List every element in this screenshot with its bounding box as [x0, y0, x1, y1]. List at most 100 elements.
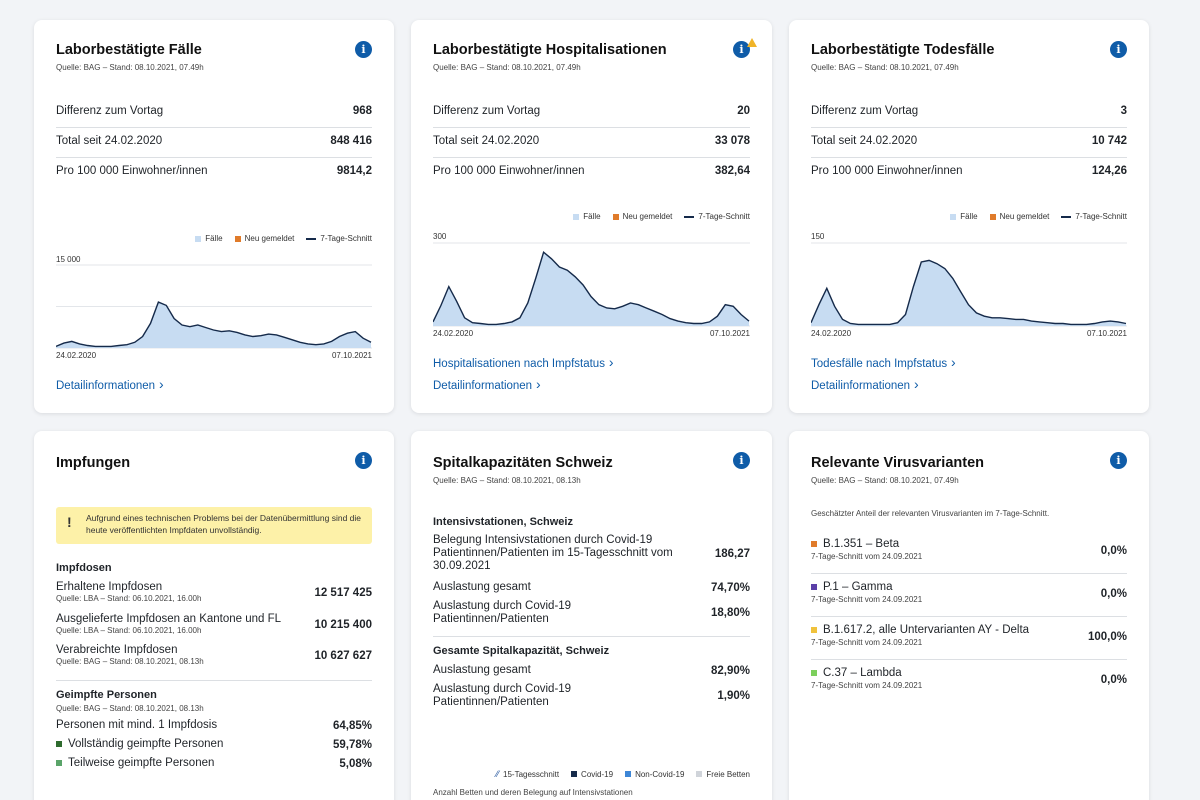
hosp-chart[interactable]	[433, 242, 750, 328]
vacc-status-link[interactable]: Todesfälle nach Impfstatus	[811, 354, 956, 370]
stat-label: Pro 100 000 Einwohner/innen	[811, 165, 963, 177]
legend-swatch-partial	[56, 759, 62, 766]
stat-value: 9814,2	[336, 165, 372, 177]
cases-card: Laborbestätigte Fälle Quelle: BAG – Stan…	[34, 20, 394, 413]
stat-row-diff: Differenz zum Vortag 3	[811, 96, 1127, 126]
total-heading: Gesamte Spitalkapazität, Schweiz	[433, 645, 610, 657]
details-link[interactable]: Detailinformationen	[56, 376, 164, 392]
x-axis-start: 24.02.2020	[56, 351, 97, 360]
divider	[811, 573, 1127, 574]
icu-heading: Intensivstationen, Schweiz	[433, 516, 573, 528]
legend-swatch-cases	[573, 213, 580, 220]
avg-line	[433, 250, 750, 326]
legend-label: Fälle	[205, 234, 223, 243]
variant-swatch	[811, 669, 817, 676]
stat-row-per100k: Pro 100 000 Einwohner/innen 124,26	[811, 156, 1127, 186]
variant-value: 0,0%	[1100, 588, 1127, 600]
hospital-source: Quelle: BAG – Stand: 08.10.2021, 08.13h	[433, 476, 581, 485]
legend-label: Covid-19	[581, 769, 614, 779]
deaths-chart[interactable]	[811, 242, 1127, 328]
warning-text: Aufgrund eines technischen Problems bei …	[86, 513, 361, 535]
person-value: 59,78%	[332, 738, 372, 751]
stat-row-per100k: Pro 100 000 Einwohner/innen 9814,2	[56, 156, 372, 186]
legend-label: Neu gemeldet	[244, 234, 295, 243]
info-icon[interactable]: i	[355, 452, 372, 469]
stat-value: 124,26	[1091, 165, 1127, 177]
stat-value: 382,64	[714, 165, 750, 177]
legend-line-avg	[684, 215, 695, 218]
icu-row: Auslastung gesamt 74,70%	[433, 581, 750, 594]
stat-label: Differenz zum Vortag	[56, 105, 164, 117]
legend-label: 7-Tage-Schnitt	[698, 212, 750, 221]
hosp-source: Quelle: BAG – Stand: 08.10.2021, 07.49h	[433, 63, 581, 72]
info-icon[interactable]: i	[733, 452, 750, 469]
legend-swatch-free	[696, 771, 703, 777]
legend-label: Non-Covid-19	[635, 769, 685, 779]
person-label: Personen mit mind. 1 Impfdosis	[56, 719, 218, 731]
hospital-capacity-card: Spitalkapazitäten Schweiz Quelle: BAG – …	[411, 431, 772, 800]
variant-swatch	[811, 626, 817, 633]
details-link[interactable]: Detailinformationen	[811, 376, 919, 392]
stat-label: Total seit 24.02.2020	[433, 135, 540, 147]
person-value: 5,08%	[339, 757, 372, 770]
stat-row-total: Total seit 24.02.2020 33 078	[433, 126, 750, 156]
info-icon[interactable]: i	[355, 41, 372, 58]
details-link[interactable]: Detailinformationen	[433, 376, 541, 392]
person-row: Personen mit mind. 1 Impfdosis 64,85%	[56, 719, 372, 732]
icu-row: Belegung Intensivstationen durch Covid-1…	[433, 534, 750, 573]
dose-row: Erhaltene Impfdosen Quelle: LBA – Stand: …	[56, 581, 372, 604]
divider	[811, 157, 1127, 158]
person-row: Teilweise geimpfte Personen 5,08%	[56, 757, 372, 770]
legend-label: Freie Betten	[706, 769, 750, 779]
dose-source: Quelle: LBA – Stand: 06.10.2021, 16.00h	[56, 626, 202, 635]
legend-label: 15-Tagesschnitt	[503, 769, 560, 779]
divider	[56, 157, 372, 158]
cases-area	[433, 252, 749, 326]
variant-name: B.1.351 – Beta	[823, 538, 900, 550]
divider	[811, 127, 1127, 128]
variant-row: P.1 – Gamma 7-Tage-Schnitt vom 24.09.202…	[811, 581, 1127, 604]
icu-legend: ⁄⁄ 15-Tagesschnitt Covid-19 Non-Covid-19 …	[496, 769, 750, 779]
divider	[433, 157, 750, 158]
legend-label: Neu gemeldet	[999, 212, 1050, 221]
chart-caption: Anzahl Betten und deren Belegung auf Int…	[433, 788, 633, 797]
total-row: Auslastung durch Covid-19 Patientinnen/P…	[433, 683, 750, 709]
stat-label: Pro 100 000 Einwohner/innen	[56, 165, 208, 177]
cases-chart[interactable]	[56, 264, 372, 350]
variant-row: B.1.351 – Beta 7-Tage-Schnitt vom 24.09.…	[811, 538, 1127, 561]
hosp-title: Laborbestätigte Hospitalisationen	[433, 42, 667, 58]
stat-label: Differenz zum Vortag	[811, 105, 919, 117]
variant-row: B.1.617.2, alle Untervarianten AY - Delt…	[811, 624, 1127, 647]
deaths-title: Laborbestätigte Todesfälle	[811, 42, 995, 58]
info-icon[interactable]: i	[733, 41, 750, 58]
vacc-status-link[interactable]: Hospitalisationen nach Impfstatus	[433, 354, 614, 370]
icu-label: Belegung Intensivstationen durch Covid-1…	[433, 534, 673, 572]
stat-row-diff: Differenz zum Vortag 20	[433, 96, 750, 126]
variant-date: 7-Tage-Schnitt vom 24.09.2021	[811, 638, 923, 647]
variant-value: 0,0%	[1100, 545, 1127, 557]
variant-swatch	[811, 583, 817, 590]
legend-label: 7-Tage-Schnitt	[1075, 212, 1127, 221]
stat-label: Total seit 24.02.2020	[56, 135, 163, 147]
stat-row-total: Total seit 24.02.2020 10 742	[811, 126, 1127, 156]
info-icon[interactable]: i	[1110, 41, 1127, 58]
person-label: Teilweise geimpfte Personen	[68, 757, 215, 769]
info-icon[interactable]: i	[1110, 452, 1127, 469]
x-axis-start: 24.02.2020	[433, 329, 474, 338]
icu-label: Auslastung durch Covid-19 Patientinnen/P…	[433, 600, 572, 625]
legend-label: Fälle	[960, 212, 978, 221]
y-axis-max: 150	[811, 232, 825, 241]
chart-legend: Fälle Neu gemeldet 7-Tage-Schnitt	[573, 212, 750, 221]
legend-swatch-full	[56, 740, 62, 747]
stat-label: Pro 100 000 Einwohner/innen	[433, 165, 585, 177]
variants-title: Relevante Virusvarianten	[811, 455, 985, 471]
dose-label: Ausgelieferte Impfdosen an Kantone und F…	[56, 613, 282, 625]
y-axis-max: 300	[433, 232, 447, 241]
legend-label: Neu gemeldet	[622, 212, 673, 221]
divider	[433, 636, 750, 637]
hosp-card: Laborbestätigte Hospitalisationen Quelle…	[411, 20, 772, 413]
persons-heading: Geimpfte Personen	[56, 689, 157, 701]
stat-value: 848 416	[330, 135, 372, 147]
cases-title: Laborbestätigte Fälle	[56, 42, 202, 58]
stat-value: 968	[352, 105, 372, 117]
